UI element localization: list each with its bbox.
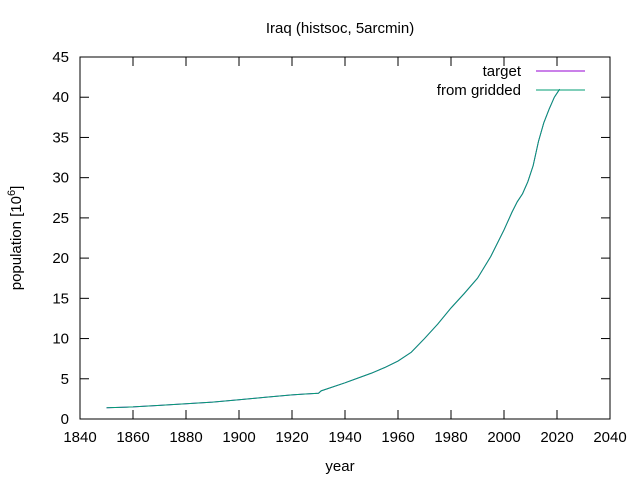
y-tick-label: 5 [61, 371, 69, 388]
y-tick-label: 35 [52, 129, 69, 146]
y-tick-label: 10 [52, 331, 69, 348]
x-axis-label: year [325, 458, 354, 475]
x-tick-label: 1860 [116, 429, 149, 446]
y-axis-label-close: ] [8, 186, 25, 190]
series-line-0 [106, 88, 561, 409]
y-tick-label: 40 [52, 89, 69, 106]
x-tick-label: 1960 [381, 429, 414, 446]
series-line-1 [106, 88, 561, 409]
plot-border [79, 56, 611, 420]
y-tick-label: 15 [52, 290, 69, 307]
x-tick-label: 1980 [434, 429, 467, 446]
legend: target from gridded [437, 63, 585, 99]
y-tick-label: 25 [52, 210, 69, 227]
x-tick-label: 2000 [487, 429, 520, 446]
axis-ticks: 1840 1860 1880 1900 1920 1940 1960 1980 2000 2020… [52, 49, 626, 446]
x-tick-label: 1900 [222, 429, 255, 446]
y-axis-label-main: population [10 [8, 196, 25, 290]
x-tick-label: 1840 [63, 429, 96, 446]
legend-label-1: from gridded [437, 82, 521, 99]
y-axis-label: population [106] [6, 186, 25, 291]
y-tick-label: 45 [52, 49, 69, 66]
y-tick-label: 20 [52, 250, 69, 267]
y-tick-label: 0 [61, 411, 69, 428]
y-axis-label-exponent: 6 [6, 190, 18, 196]
chart-title: Iraq (histsoc, 5arcmin) [266, 20, 414, 37]
x-tick-label: 1920 [275, 429, 308, 446]
series-lines [106, 88, 561, 409]
x-tick-label: 2040 [593, 429, 626, 446]
y-tick-label: 30 [52, 170, 69, 187]
x-tick-label: 2020 [540, 429, 573, 446]
legend-label-0: target [483, 63, 522, 80]
x-tick-label: 1880 [169, 429, 202, 446]
x-tick-label: 1940 [328, 429, 361, 446]
